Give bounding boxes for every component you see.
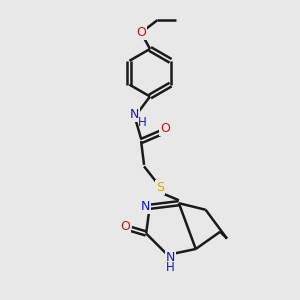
Text: O: O — [120, 220, 130, 233]
Text: O: O — [160, 122, 170, 135]
Text: S: S — [156, 181, 164, 194]
Text: H: H — [166, 261, 175, 274]
Text: N: N — [130, 108, 139, 122]
Text: O: O — [136, 26, 146, 39]
Text: H: H — [138, 116, 147, 129]
Text: N: N — [166, 251, 175, 264]
Text: N: N — [141, 200, 150, 213]
